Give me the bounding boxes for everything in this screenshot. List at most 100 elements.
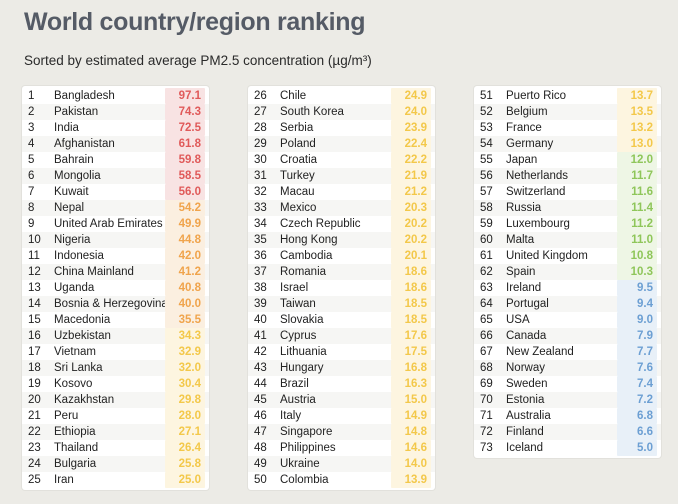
ranking-row: 17 Vietnam 32.9 <box>22 344 209 360</box>
row-band <box>22 392 209 408</box>
country-name: Macedonia <box>54 314 111 326</box>
row-band <box>22 168 209 184</box>
rank-number: 44 <box>254 378 267 390</box>
ranking-row: 37 Romania 18.6 <box>248 264 435 280</box>
ranking-row: 66 Canada 7.9 <box>474 328 661 344</box>
rank-number: 43 <box>254 362 267 374</box>
rank-number: 24 <box>28 458 41 470</box>
pm25-value: 23.9 <box>391 120 431 136</box>
country-name: Bangladesh <box>54 90 115 102</box>
row-band <box>22 296 209 312</box>
country-name: Netherlands <box>506 170 569 182</box>
pm25-value: 16.8 <box>391 360 431 376</box>
rank-number: 58 <box>480 202 493 214</box>
pm25-value: 42.0 <box>165 248 205 264</box>
rank-number: 36 <box>254 250 267 262</box>
row-band <box>474 104 661 120</box>
rank-number: 5 <box>28 154 35 166</box>
ranking-row: 22 Ethiopia 27.1 <box>22 424 209 440</box>
rank-number: 6 <box>28 170 35 182</box>
ranking-row: 38 Israel 18.6 <box>248 280 435 296</box>
rank-number: 46 <box>254 410 267 422</box>
country-name: Sweden <box>506 378 548 390</box>
ranking-row: 10 Nigeria 44.8 <box>22 232 209 248</box>
rank-number: 70 <box>480 394 493 406</box>
ranking-row: 23 Thailand 26.4 <box>22 440 209 456</box>
rank-number: 52 <box>480 106 493 118</box>
ranking-row: 35 Hong Kong 20.2 <box>248 232 435 248</box>
ranking-row: 24 Bulgaria 25.8 <box>22 456 209 472</box>
pm25-value: 12.0 <box>617 152 657 168</box>
row-band <box>248 392 435 408</box>
rank-number: 59 <box>480 218 493 230</box>
country-name: Serbia <box>280 122 314 134</box>
pm25-value: 34.3 <box>165 328 205 344</box>
pm25-value: 18.5 <box>391 312 431 328</box>
pm25-value: 30.4 <box>165 376 205 392</box>
ranking-row: 47 Singapore 14.8 <box>248 424 435 440</box>
country-name: Nigeria <box>54 234 91 246</box>
ranking-row: 55 Japan 12.0 <box>474 152 661 168</box>
ranking-row: 5 Bahrain 59.8 <box>22 152 209 168</box>
pm25-value: 54.2 <box>165 200 205 216</box>
row-band <box>474 360 661 376</box>
pm25-value: 32.9 <box>165 344 205 360</box>
pm25-value: 7.6 <box>617 360 657 376</box>
ranking-row: 53 France 13.2 <box>474 120 661 136</box>
ranking-row: 61 United Kingdom 10.8 <box>474 248 661 264</box>
rank-number: 7 <box>28 186 35 198</box>
rank-number: 21 <box>28 410 41 422</box>
pm25-value: 27.1 <box>165 424 205 440</box>
rank-number: 1 <box>28 90 35 102</box>
ranking-row: 9 United Arab Emirates 49.9 <box>22 216 209 232</box>
country-name: Brazil <box>280 378 309 390</box>
rank-number: 10 <box>28 234 41 246</box>
rank-number: 12 <box>28 266 41 278</box>
page-subtitle: Sorted by estimated average PM2.5 concen… <box>24 53 372 68</box>
rank-number: 50 <box>254 474 267 486</box>
country-name: Bahrain <box>54 154 94 166</box>
rank-number: 42 <box>254 346 267 358</box>
country-name: Germany <box>506 138 554 150</box>
ranking-row: 58 Russia 11.4 <box>474 200 661 216</box>
ranking-row: 30 Croatia 22.2 <box>248 152 435 168</box>
pm25-value: 14.6 <box>391 440 431 456</box>
country-name: Nepal <box>54 202 85 214</box>
ranking-row: 26 Chile 24.9 <box>248 88 435 104</box>
row-band <box>248 424 435 440</box>
ranking-column-2: 26 Chile 24.9 27 South Korea 24.0 28 Serbia 23.9… <box>248 86 435 490</box>
row-band <box>22 456 209 472</box>
rank-number: 73 <box>480 442 493 454</box>
rank-number: 3 <box>28 122 35 134</box>
country-name: Colombia <box>280 474 329 486</box>
rank-number: 18 <box>28 362 41 374</box>
country-name: China Mainland <box>54 266 134 278</box>
ranking-row: 32 Macau 21.2 <box>248 184 435 200</box>
pm25-value: 11.0 <box>617 232 657 248</box>
pm25-value: 13.0 <box>617 136 657 152</box>
rank-number: 56 <box>480 170 493 182</box>
country-name: USA <box>506 314 530 326</box>
pm25-value: 28.0 <box>165 408 205 424</box>
country-name: Uzbekistan <box>54 330 111 342</box>
rank-number: 45 <box>254 394 267 406</box>
row-band <box>22 360 209 376</box>
pm25-value: 20.2 <box>391 216 431 232</box>
country-name: Australia <box>506 410 551 422</box>
rank-number: 49 <box>254 458 267 470</box>
pm25-value: 22.4 <box>391 136 431 152</box>
rank-number: 71 <box>480 410 493 422</box>
pm25-value: 20.1 <box>391 248 431 264</box>
ranking-row: 29 Poland 22.4 <box>248 136 435 152</box>
pm25-value: 6.6 <box>617 424 657 440</box>
country-name: Malta <box>506 234 535 246</box>
row-band <box>22 136 209 152</box>
ranking-row: 18 Sri Lanka 32.0 <box>22 360 209 376</box>
country-name: Puerto Rico <box>506 90 567 102</box>
ranking-row: 2 Pakistan 74.3 <box>22 104 209 120</box>
pm25-value: 25.0 <box>165 472 205 488</box>
rank-number: 35 <box>254 234 267 246</box>
ranking-row: 52 Belgium 13.5 <box>474 104 661 120</box>
country-name: Indonesia <box>54 250 104 262</box>
row-band <box>248 328 435 344</box>
